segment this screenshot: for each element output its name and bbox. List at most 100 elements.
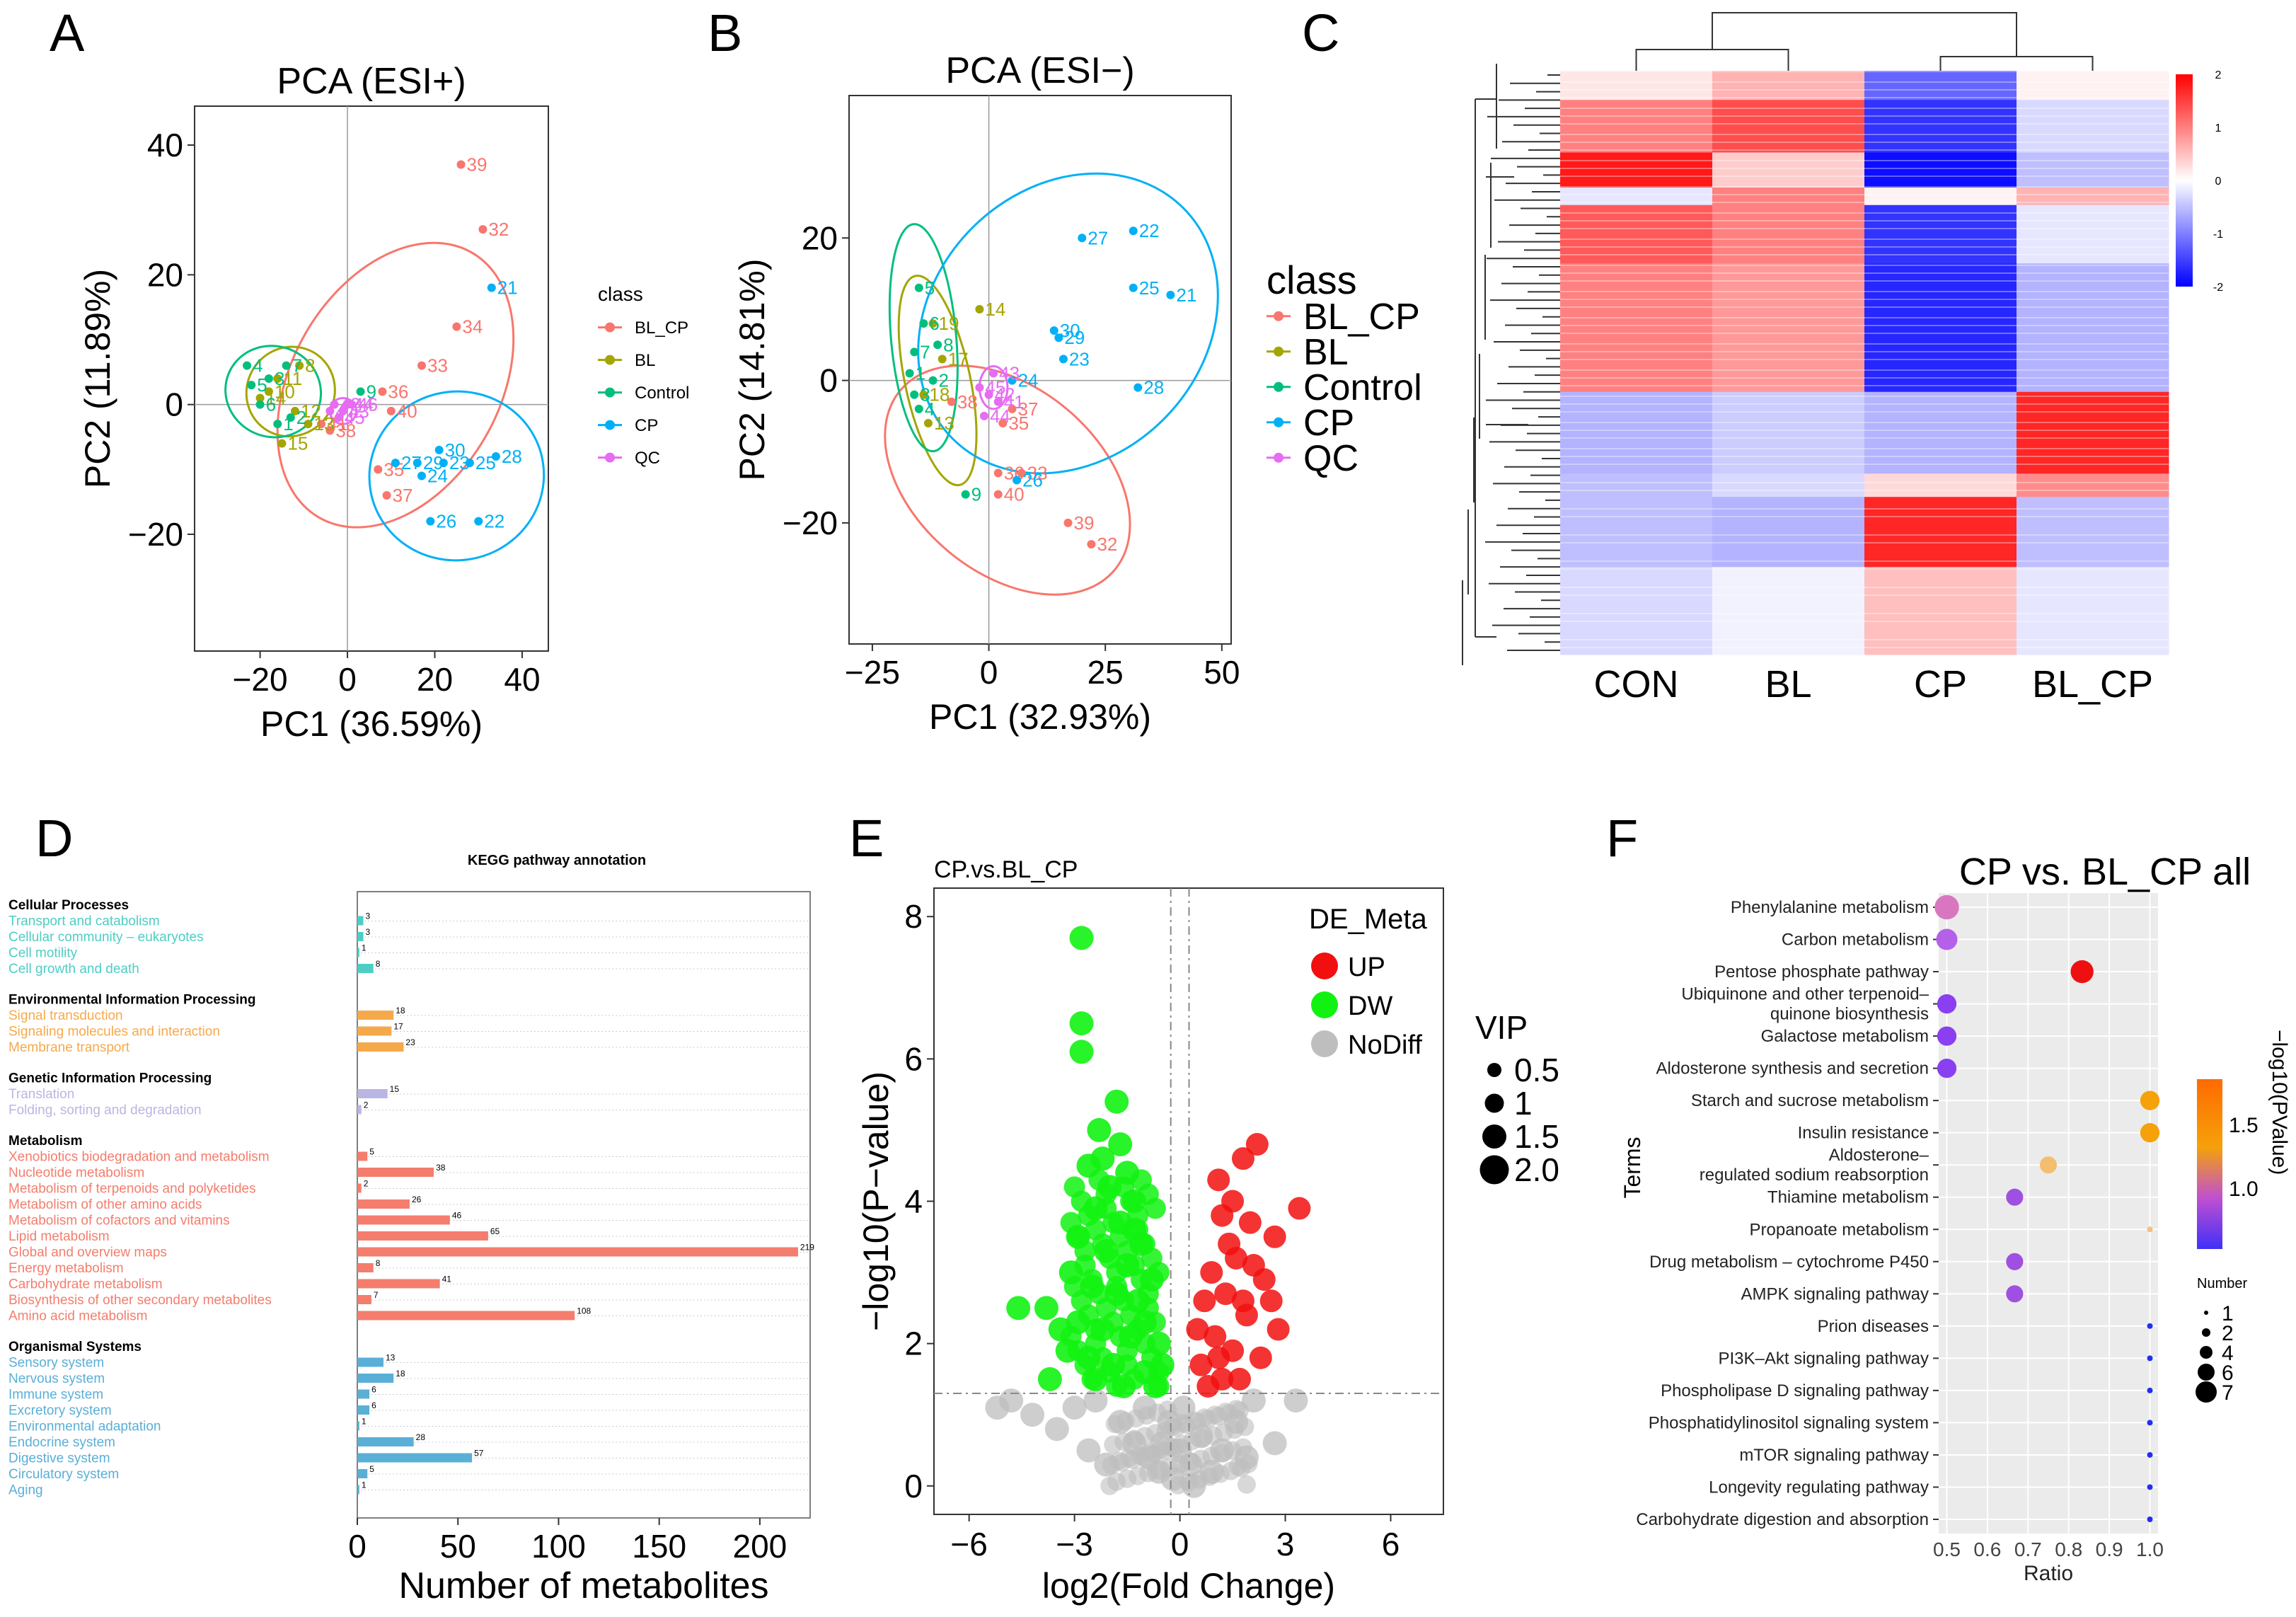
term-point <box>1937 1058 1957 1078</box>
term-point <box>2070 960 2094 984</box>
point-label: 15 <box>287 433 308 454</box>
heatmap-stripe <box>1560 81 2169 83</box>
bar-value-label: 57 <box>474 1449 484 1458</box>
data-point <box>264 387 273 396</box>
point-label: 26 <box>436 511 456 532</box>
bar <box>357 1089 388 1098</box>
y-tick-label: 6 <box>904 1040 923 1077</box>
size-legend-marker <box>1479 1155 1509 1185</box>
y-tick-label: 2 <box>904 1325 923 1362</box>
point-label: 41 <box>1004 391 1025 413</box>
point-label: 21 <box>1176 284 1196 306</box>
term-point <box>1936 928 1958 950</box>
data-point <box>984 390 993 399</box>
point-label: 28 <box>1143 377 1164 398</box>
data-point <box>391 459 400 468</box>
point-label: 18 <box>929 384 950 405</box>
pathway-label: Metabolism of terpenoids and polyketides <box>8 1182 256 1197</box>
heatmap-stripe <box>1560 89 2169 91</box>
legend-marker <box>1311 953 1338 979</box>
term-label: Propanoate metabolism <box>1750 1220 1929 1239</box>
down-point <box>1034 1296 1058 1320</box>
point-label: 39 <box>467 154 488 175</box>
heatmap-cell <box>1560 152 1713 188</box>
up-point <box>1218 1232 1241 1255</box>
pathway-label: Cell growth and death <box>8 962 139 977</box>
heatmap-cell <box>1864 473 2017 497</box>
bar-value-label: 5 <box>369 1147 374 1157</box>
column-label: BL <box>1765 663 1811 706</box>
data-point <box>1129 283 1138 292</box>
down-point <box>1124 1368 1146 1390</box>
term-label: Prion diseases <box>1818 1317 1929 1336</box>
heatmap-stripe <box>1560 639 2169 640</box>
y-axis-label: Terms <box>1620 1136 1645 1198</box>
pvalue-colorbar <box>2197 1079 2222 1249</box>
bar-value-label: 65 <box>490 1226 500 1236</box>
point-label: 23 <box>1069 348 1090 369</box>
bar-value-label: 2 <box>364 1100 369 1110</box>
term-label: Insulin resistance <box>1798 1124 1929 1143</box>
size-legend-marker <box>2204 1311 2208 1315</box>
point-label: 12 <box>301 401 321 422</box>
legend-label: DW <box>1348 991 1392 1021</box>
y-tick-label: 20 <box>802 219 838 256</box>
data-point <box>330 400 339 409</box>
point-label: 44 <box>990 405 1010 427</box>
down-point <box>1106 1375 1128 1397</box>
term-label: Longevity regulating pathway <box>1709 1478 1929 1497</box>
data-point <box>439 459 448 468</box>
x-axis-label: log2(Fold Change) <box>1042 1566 1335 1606</box>
legend-label: QC <box>1303 438 1358 479</box>
size-legend-label: 1 <box>2222 1302 2234 1325</box>
row-dendrogram <box>1462 64 1560 665</box>
heatmap-cell <box>1560 391 1713 474</box>
bar-value-label: 18 <box>396 1006 405 1015</box>
up-point <box>1263 1225 1286 1248</box>
term-label: Thiamine metabolism <box>1767 1188 1929 1207</box>
term-point <box>2006 1285 2024 1303</box>
point-label: 44 <box>353 394 374 415</box>
bar-value-label: 1 <box>362 1417 367 1427</box>
pathway-label: Lipid metabolism <box>8 1229 110 1244</box>
down-point <box>1006 1296 1031 1320</box>
category-heading: Metabolism <box>8 1134 83 1149</box>
heatmap-stripe <box>1560 456 2169 457</box>
colorbar-tick-label: 1 <box>2215 122 2222 134</box>
heatmap-stripe <box>1560 142 2169 143</box>
point-label: 24 <box>1017 370 1038 391</box>
x-tick-label: 0 <box>338 661 357 698</box>
legend-label: BL_CP <box>1303 297 1420 338</box>
x-tick-label: 0 <box>1171 1526 1189 1563</box>
heatmap-cell <box>1712 152 1865 188</box>
down-point <box>1117 1340 1138 1362</box>
heatmap-cell <box>1712 71 1865 100</box>
point-label: 39 <box>1074 512 1095 534</box>
nodiff-point <box>1169 1475 1188 1495</box>
data-point <box>325 426 335 435</box>
panel-letter-f: F <box>1606 809 1638 868</box>
heatmap-stripe <box>1560 194 2169 195</box>
x-tick-label: 150 <box>632 1528 686 1565</box>
confidence-ellipse-bl <box>897 275 978 487</box>
colorbar-tick-label: -1 <box>2213 229 2223 241</box>
down-point <box>1095 1183 1117 1205</box>
legend-title: DE_Meta <box>1309 904 1427 935</box>
heatmap-stripe <box>1560 411 2169 413</box>
data-point <box>247 381 256 390</box>
up-point <box>1242 1254 1265 1277</box>
legend-label: BL_CP <box>635 318 688 338</box>
data-point <box>378 387 387 396</box>
heatmap-stripe <box>1560 280 2169 282</box>
size-legend-marker <box>2202 1328 2210 1337</box>
bar <box>357 1279 440 1289</box>
term-label: Carbohydrate digestion and absorption <box>1636 1510 1929 1529</box>
bar <box>357 1469 368 1478</box>
heatmap-stripe <box>1560 621 2169 622</box>
bar <box>357 1151 368 1161</box>
data-point <box>474 517 483 526</box>
data-point <box>255 400 265 409</box>
bar <box>357 1405 370 1415</box>
data-point <box>1008 376 1017 385</box>
chart-title: CP.vs.BL_CP <box>934 856 1078 883</box>
